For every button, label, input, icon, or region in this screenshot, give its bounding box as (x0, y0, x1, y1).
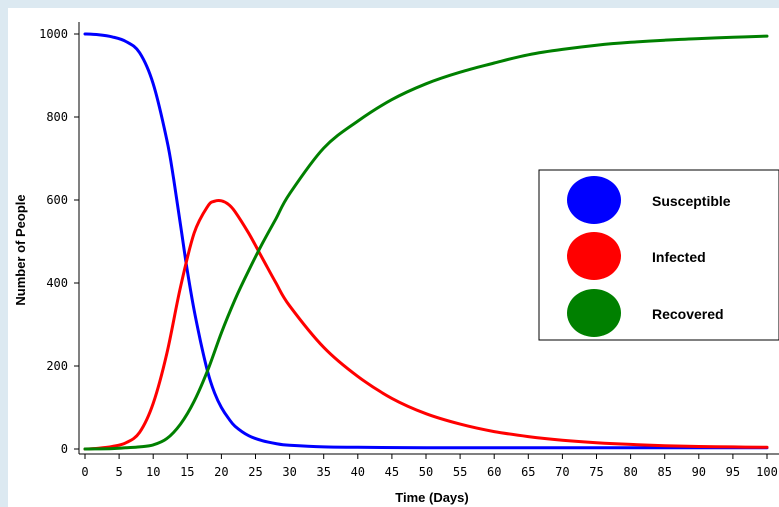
x-tick-label: 25 (248, 465, 262, 479)
series-line-infected (83, 198, 769, 451)
x-tick-label: 55 (453, 465, 467, 479)
axes: 0 200 400 600 800 1000 0 5 10 15 20 25 30 35 40 45 50 55 6… (39, 22, 779, 479)
x-tick-label: 95 (726, 465, 740, 479)
legend-label-recovered: Recovered (652, 306, 724, 322)
x-tick-label: 40 (351, 465, 365, 479)
y-tick-label: 1000 (39, 27, 68, 41)
series-lines (83, 32, 769, 451)
legend-swatch-recovered (567, 289, 621, 337)
x-tick-label: 10 (146, 465, 160, 479)
x-tick-label: 80 (623, 465, 637, 479)
x-tick-label: 50 (419, 465, 433, 479)
series-line-susceptible (83, 32, 769, 450)
x-tick-label: 75 (589, 465, 603, 479)
x-tick-label: 5 (115, 465, 122, 479)
y-tick-label: 600 (46, 193, 68, 207)
x-tick-label: 85 (657, 465, 671, 479)
y-tick-label: 0 (61, 442, 68, 456)
x-tick-label: 90 (692, 465, 706, 479)
x-tick-label: 35 (316, 465, 330, 479)
x-tick-label: 65 (521, 465, 535, 479)
legend-label-susceptible: Susceptible (652, 193, 731, 209)
y-tick-label: 200 (46, 359, 68, 373)
x-tick-label: 30 (282, 465, 296, 479)
x-tick-label: 45 (385, 465, 399, 479)
x-axis-title: Time (Days) (395, 490, 468, 505)
x-tick-label: 70 (555, 465, 569, 479)
y-tick-label: 800 (46, 110, 68, 124)
x-tick-label: 20 (214, 465, 228, 479)
legend-swatch-infected (567, 232, 621, 280)
series-line-recovered (83, 34, 769, 451)
legend-label-infected: Infected (652, 249, 706, 265)
y-axis-title: Number of People (13, 194, 28, 305)
x-tick-label: 60 (487, 465, 501, 479)
x-tick-label: 15 (180, 465, 194, 479)
chart-frame: 0 200 400 600 800 1000 0 5 10 15 20 25 30 35 40 45 50 55 6… (8, 8, 779, 507)
legend: Susceptible Infected Recovered (538, 169, 779, 341)
sir-line-chart: 0 200 400 600 800 1000 0 5 10 15 20 25 30 35 40 45 50 55 6… (13, 22, 779, 505)
legend-swatch-susceptible (567, 176, 621, 224)
y-tick-label: 400 (46, 276, 68, 290)
x-tick-label: 100 (756, 465, 778, 479)
x-tick-label: 0 (81, 465, 88, 479)
